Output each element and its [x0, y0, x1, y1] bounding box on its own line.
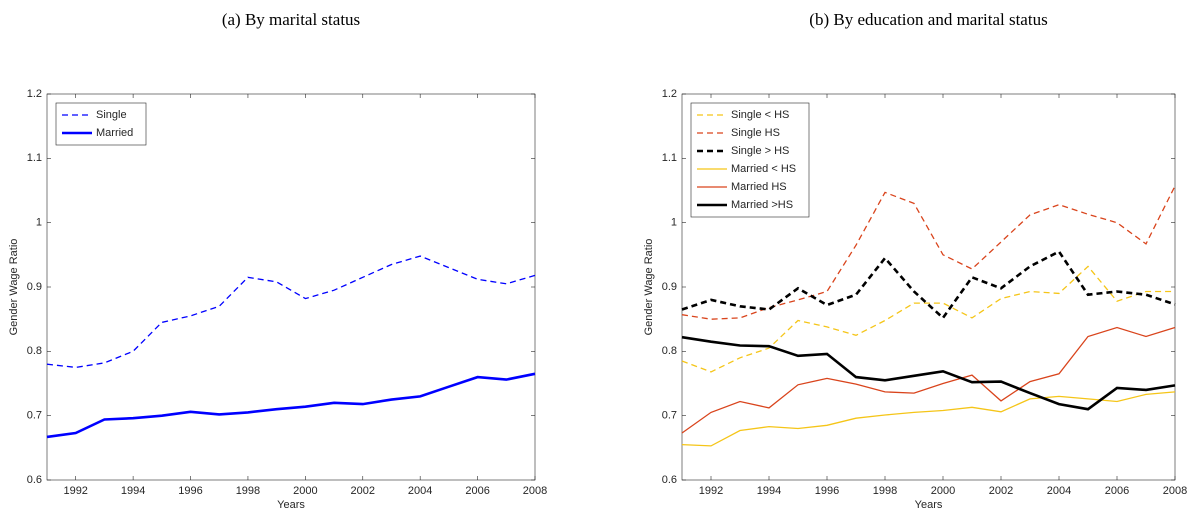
data-line — [681, 249, 1176, 320]
y-tick-label: 1 — [36, 217, 42, 229]
x-tick-label: 1998 — [873, 485, 897, 497]
x-tick-label: 1992 — [699, 485, 723, 497]
x-tick-label: 2002 — [351, 485, 375, 497]
legend-label: Single < HS — [731, 109, 789, 121]
x-axis-label: Years — [915, 499, 943, 511]
x-tick-label: 1994 — [121, 485, 145, 497]
data-line — [681, 265, 1175, 373]
y-axis-label: Gender Wage Ratio — [643, 239, 655, 336]
x-tick-label: 2008 — [523, 485, 547, 497]
y-tick-label: 1 — [671, 217, 677, 229]
y-tick-label: 0.8 — [662, 345, 677, 357]
legend-label: Single HS — [731, 127, 780, 139]
data-line — [46, 255, 536, 369]
y-tick-label: 1.1 — [662, 152, 677, 164]
y-axis-label: Gender Wage Ratio — [8, 239, 20, 336]
x-tick-label: 2000 — [931, 485, 955, 497]
data-line — [681, 335, 1176, 411]
y-tick-label: 0.6 — [662, 474, 677, 486]
chart-title: (b) By education and marital status — [809, 10, 1047, 29]
x-tick-label: 1998 — [236, 485, 260, 497]
legend-label: Married >HS — [731, 199, 793, 211]
y-tick-label: 0.6 — [27, 474, 42, 486]
x-tick-label: 1996 — [178, 485, 202, 497]
legend-label: Single — [96, 109, 127, 121]
x-tick-label: 2004 — [1047, 485, 1071, 497]
y-tick-label: 1.1 — [27, 152, 42, 164]
x-tick-label: 1994 — [757, 485, 781, 497]
data-line — [681, 391, 1176, 447]
y-tick-label: 0.7 — [27, 410, 42, 422]
x-tick-label: 2006 — [1105, 485, 1129, 497]
x-tick-label: 2004 — [408, 485, 432, 497]
x-tick-label: 1996 — [815, 485, 839, 497]
x-tick-label: 2002 — [989, 485, 1013, 497]
y-tick-label: 1.2 — [662, 88, 677, 100]
y-tick-label: 0.9 — [27, 281, 42, 293]
legend-label: Single > HS — [731, 145, 789, 157]
data-line — [681, 326, 1176, 434]
legend-label: Married < HS — [731, 163, 796, 175]
data-line — [46, 372, 536, 439]
y-tick-label: 1.2 — [27, 88, 42, 100]
y-tick-label: 0.7 — [662, 410, 677, 422]
x-tick-label: 2008 — [1163, 485, 1187, 497]
legend-box — [690, 102, 810, 218]
x-tick-label: 1992 — [63, 485, 87, 497]
x-tick-label: 2000 — [293, 485, 317, 497]
y-tick-label: 0.8 — [27, 345, 42, 357]
y-tick-label: 0.9 — [662, 281, 677, 293]
legend-box — [55, 102, 147, 146]
x-axis-label: Years — [277, 499, 305, 511]
x-tick-label: 2006 — [465, 485, 489, 497]
chart-title: (a) By marital status — [222, 10, 360, 29]
legend-label: Married HS — [731, 181, 787, 193]
plot-area — [46, 93, 536, 481]
legend-label: Married — [96, 127, 133, 139]
